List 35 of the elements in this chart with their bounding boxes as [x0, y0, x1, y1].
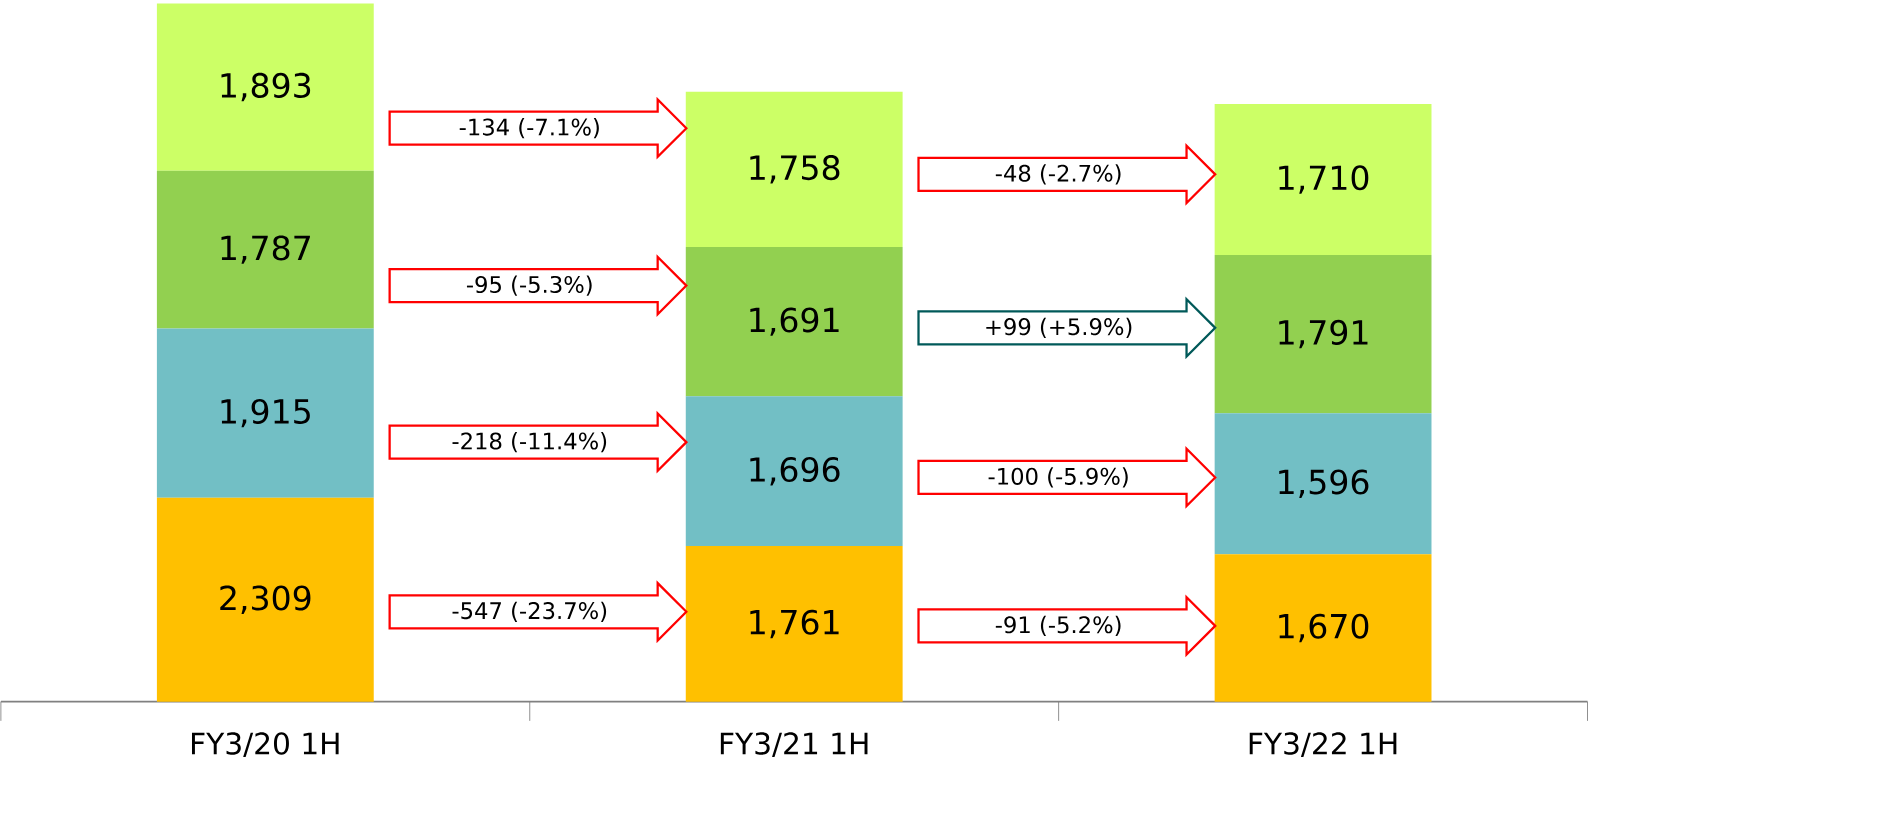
annotation: -95 (-5.3%)	[466, 275, 592, 296]
data-label: 1,787	[221, 235, 310, 265]
data-label: 2,309	[220, 585, 311, 615]
annotation: -48 (-2.7%)	[995, 164, 1121, 185]
bar	[685, 546, 903, 702]
x-tick-label: FY3/21 1H	[720, 732, 868, 758]
bar	[156, 3, 374, 171]
data-label: 1,696	[750, 457, 840, 486]
data-label: 1,915	[221, 399, 310, 428]
bar	[1214, 413, 1432, 555]
annotation: -100 (-5.9%)	[988, 467, 1128, 488]
data-label: 1,761	[750, 609, 839, 639]
bar	[156, 497, 374, 702]
bar	[156, 170, 374, 329]
annotation: -91 (-5.2%)	[995, 616, 1121, 637]
data-label: 1,710	[1279, 165, 1369, 194]
annotation: -547 (-23.7%)	[452, 601, 607, 623]
data-label: 1,596	[1279, 469, 1369, 499]
data-label: 1,758	[750, 155, 840, 184]
annotation: +99 (+5.9%)	[986, 317, 1132, 339]
annotation: -134 (-7.1%)	[459, 118, 599, 139]
bar	[156, 328, 374, 498]
annotation: -218 (-11.4%)	[452, 432, 607, 453]
data-label: 1,670	[1279, 613, 1369, 643]
bar	[685, 396, 903, 547]
bar	[685, 247, 903, 397]
bar	[1214, 104, 1432, 256]
bar	[1214, 554, 1432, 702]
bar	[685, 91, 903, 248]
data-label: 1,791	[1279, 320, 1368, 349]
bar	[1214, 255, 1432, 414]
x-tick-label: FY3/22 1H	[1249, 732, 1397, 758]
data-label: 1,691	[750, 307, 839, 337]
x-tick-label: FY3/20 1H	[192, 732, 339, 758]
data-label: 1,893	[221, 73, 311, 102]
